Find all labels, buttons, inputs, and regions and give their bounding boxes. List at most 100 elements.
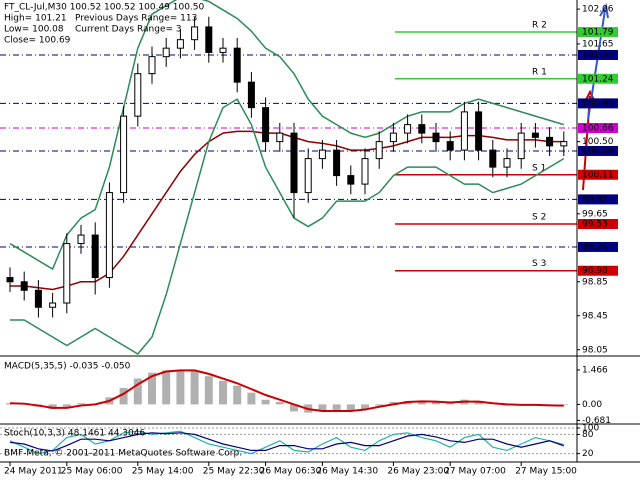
candle-body: [404, 124, 412, 134]
macd-bar: [190, 370, 199, 405]
candle-body: [91, 234, 99, 279]
level-label: S 3: [532, 259, 546, 269]
candle-body: [134, 73, 142, 117]
candle-body: [304, 158, 312, 194]
indicator-line: [10, 98, 565, 355]
level-label: S 2: [532, 213, 546, 223]
y-tick-label: 102.06: [582, 5, 614, 15]
level-value: 98.98: [582, 266, 608, 276]
stoch-title: Stoch(10,3,3) 48.1461 44.3046: [4, 429, 145, 439]
macd-bar: [62, 404, 71, 407]
candle-body: [148, 56, 156, 75]
y-tick-label: 20: [582, 449, 594, 459]
x-tick-label: 25 May 14:00: [132, 467, 194, 477]
level-value: 100.66: [582, 124, 614, 134]
level-label: S 1: [532, 163, 546, 173]
level-box: [578, 145, 618, 156]
level-value: 101.52: [582, 50, 614, 60]
level-box: [578, 98, 618, 109]
level-value: 101.24: [582, 74, 614, 84]
macd-bar: [148, 372, 156, 405]
candle-body: [120, 115, 128, 194]
level-box: [578, 219, 618, 230]
candle-body: [446, 141, 454, 151]
candle-body: [546, 136, 554, 147]
macd-bar: [48, 404, 57, 410]
level-box: [578, 241, 618, 252]
level-value: 99.53: [582, 220, 608, 230]
macd-bar: [417, 400, 426, 405]
candle-body: [517, 132, 525, 160]
candle-body: [77, 234, 85, 245]
candle-body: [503, 158, 511, 168]
x-tick-label: 26 May 14:30: [316, 467, 378, 477]
candle-body: [247, 81, 255, 109]
indicator-line: [9, 432, 565, 452]
x-tick-label: 27 May 15:00: [515, 467, 577, 477]
candle-body: [6, 277, 14, 283]
macd-bar: [432, 402, 440, 405]
candle-body: [418, 124, 426, 134]
macd-bar: [176, 370, 185, 405]
level-value: 100.39: [582, 146, 614, 156]
macd-bar: [332, 404, 341, 411]
candle-body: [162, 47, 170, 58]
y-tick-label: 80: [582, 430, 594, 440]
footer: BMF-Meta, © 2001-2011 MetaQuotes Softwar…: [4, 449, 242, 459]
y-tick-label: -0.681: [582, 416, 611, 426]
macd-bar: [446, 403, 455, 405]
y-tick-label: 98.05: [582, 345, 608, 355]
x-tick-label: 25 May 22:30: [203, 467, 265, 477]
indicator-line: [9, 0, 565, 271]
chart-title: FT_CL-Jul,M30 100.52 100.52 100.49 100.5…: [4, 3, 205, 13]
level-value: 101.79: [582, 28, 614, 38]
candle-body: [347, 175, 355, 185]
macd-bar: [261, 399, 270, 405]
y-tick-label: 100: [582, 424, 599, 434]
macd-bar: [77, 403, 85, 405]
candle-body: [105, 192, 113, 279]
candle-body: [233, 47, 241, 83]
y-tick-label: 98.45: [582, 311, 608, 321]
level-value: 100.95: [582, 99, 614, 109]
y-tick-label: 1.466: [582, 365, 608, 375]
macd-bar: [162, 370, 171, 405]
macd-bar: [389, 402, 398, 405]
plot-area: R 2 R 1 S 1 S 2 S 3: [0, 0, 577, 455]
candle-body: [219, 47, 227, 53]
level-box: [578, 123, 618, 134]
level-box: [578, 194, 618, 205]
indicator-line: [10, 130, 564, 291]
macd-bar: [375, 404, 384, 406]
candle-body: [191, 26, 199, 41]
candle-body: [460, 111, 468, 151]
candle-body: [262, 107, 270, 143]
candle-body: [205, 26, 213, 53]
y-tick-label: 0.00: [582, 400, 602, 410]
level-box: [578, 265, 618, 276]
macd-title: MACD(5,35,5) -0.035 -0.050: [4, 362, 131, 372]
candle-body: [290, 132, 298, 194]
candle-body: [475, 111, 483, 151]
candle-body: [63, 243, 71, 304]
candle-body: [432, 132, 440, 143]
level-value: 99.26: [582, 242, 608, 252]
level-label: R 1: [532, 67, 547, 77]
macd-bar: [204, 376, 213, 405]
level-label: R 2: [532, 21, 547, 31]
candle-body: [34, 289, 42, 308]
candle-body: [333, 149, 341, 177]
macd-bar: [318, 404, 327, 412]
info-text: Current Days Range= 3: [75, 25, 182, 35]
level-box: [578, 49, 618, 60]
level-value: 100.11: [582, 170, 614, 180]
candle-body: [531, 132, 539, 138]
y-tick-label: 100.50: [582, 137, 614, 147]
macd-bar: [247, 392, 256, 405]
macd-bar: [219, 380, 227, 405]
level-box: [578, 169, 618, 180]
candle-body: [276, 132, 284, 143]
x-tick-label: 26 May 06:30: [260, 467, 322, 477]
